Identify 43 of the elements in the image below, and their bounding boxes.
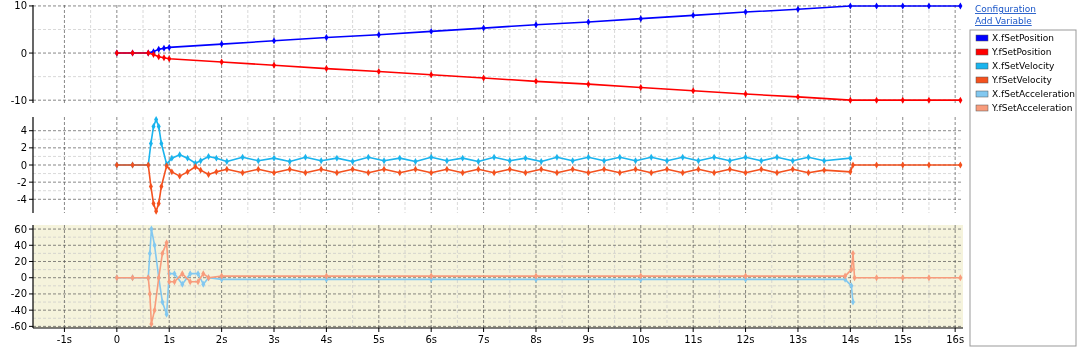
y-tick-label: -60 xyxy=(10,320,27,332)
x-tick-label: 13s xyxy=(788,334,807,345)
legend-label: Y.fSetPosition xyxy=(991,47,1052,58)
legend-label: X.fSetAcceleration xyxy=(992,89,1075,100)
x-tick-label: 16s xyxy=(946,334,965,345)
x-tick-label: 6s xyxy=(425,334,437,345)
x-tick-label: 15s xyxy=(893,334,912,345)
y-tick-label: 60 xyxy=(14,223,27,235)
x-tick-label: 12s xyxy=(736,334,755,345)
y-tick-label: -40 xyxy=(10,304,27,316)
x-tick-label: 8s xyxy=(530,334,542,345)
y-tick-label: 0 xyxy=(20,47,27,59)
y-tick-label: 4 xyxy=(20,125,27,137)
legend-label: Y.fSetAcceleration xyxy=(991,103,1073,114)
x-tick-label: 4s xyxy=(320,334,333,345)
x-tick-label: 9s xyxy=(582,334,595,345)
x-tick-label: 2s xyxy=(215,334,228,345)
x-tick-label: 14s xyxy=(841,334,860,345)
point xyxy=(774,153,780,161)
point xyxy=(324,34,329,41)
x-tick-label: 5s xyxy=(373,334,385,345)
y-tick-label: -10 xyxy=(10,94,27,106)
y-tick-label: 2 xyxy=(20,142,27,154)
y-tick-label: 10 xyxy=(14,0,27,12)
y-tick-label: 0 xyxy=(20,159,27,171)
legend-label: Y.fSetVelocity xyxy=(991,75,1053,86)
x-tick-label: 0 xyxy=(113,334,121,345)
y-tick-label: -4 xyxy=(17,193,27,205)
x-tick-label: 7s xyxy=(477,334,490,345)
x-tick-label: 1s xyxy=(163,334,176,345)
y-tick-label: -2 xyxy=(17,176,27,188)
legend-label: X.fSetVelocity xyxy=(992,61,1055,72)
x-tick-label: 3s xyxy=(268,334,280,345)
y-tick-label: 40 xyxy=(14,239,27,251)
y-tick-label: 20 xyxy=(14,256,27,267)
text: Configuration xyxy=(975,4,1037,14)
y-tick-label: -20 xyxy=(10,288,27,300)
y-tick-label: 0 xyxy=(20,272,27,284)
text: Add Variable xyxy=(975,16,1033,26)
x-tick-label: -1s xyxy=(56,334,73,345)
x-tick-label: 10s xyxy=(631,334,650,345)
legend-label: X.fSetPosition xyxy=(992,33,1055,44)
x-tick-label: 11s xyxy=(684,334,703,345)
